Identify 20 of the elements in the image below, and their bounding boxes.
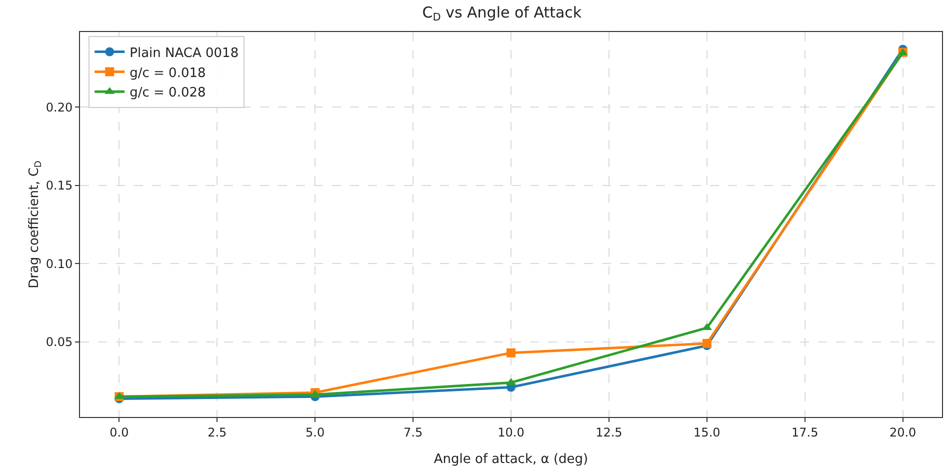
- legend-label: g/c = 0.028: [130, 86, 206, 101]
- x-tick-label: 17.5: [792, 425, 818, 440]
- x-tick-label: 15.0: [694, 425, 720, 440]
- x-tick-label: 10.0: [498, 425, 524, 440]
- chart-title: C$_{D}$ vs Angle of Attack: [422, 4, 582, 24]
- y-tick-label: 0.15: [46, 178, 73, 193]
- x-tick-label: 7.5: [404, 425, 423, 440]
- x-tick-label: 2.5: [208, 425, 227, 440]
- legend-label: Plain NACA 0018: [130, 46, 239, 61]
- y-tick-label: 0.20: [46, 100, 73, 114]
- x-tick-label: 0.0: [110, 425, 129, 440]
- x-tick-label: 12.5: [596, 425, 622, 440]
- legend-label: g/c = 0.018: [130, 66, 206, 81]
- y-tick-label: 0.10: [46, 256, 73, 271]
- x-tick-label: 20.0: [889, 425, 916, 440]
- point: [506, 348, 516, 358]
- y-tick-label: 0.05: [46, 335, 73, 350]
- point: [702, 338, 712, 348]
- x-tick-label: 5.0: [306, 425, 325, 440]
- x-axis-title: Angle of attack, α (deg): [434, 452, 588, 467]
